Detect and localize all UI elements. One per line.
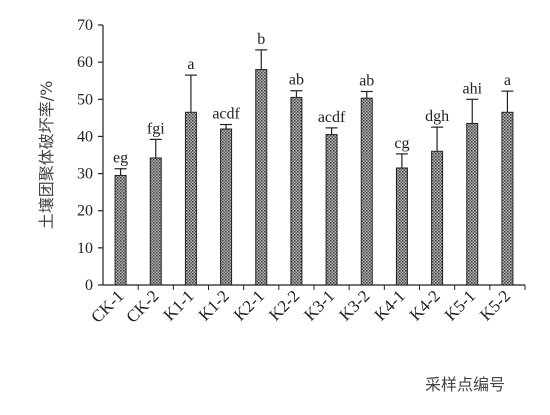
bar (184, 111, 197, 286)
category-label: K3-1 (300, 286, 338, 324)
y-tick-label: 50 (77, 91, 93, 108)
significance-label: a (504, 72, 511, 89)
bar (395, 167, 408, 286)
x-axis-title: 采样点编号 (425, 375, 505, 394)
bar (360, 97, 373, 286)
category-label: K3-2 (335, 286, 373, 324)
category-label: K1-1 (160, 286, 198, 324)
bar (501, 111, 514, 286)
bar (325, 134, 338, 286)
significance-label: dgh (425, 108, 449, 125)
significance-label: ab (359, 72, 374, 89)
category-label: CK-2 (122, 286, 162, 326)
bar (149, 157, 162, 286)
bar (290, 96, 303, 286)
significance-label: ahi (462, 80, 482, 97)
category-label: K4-2 (406, 286, 444, 324)
y-tick-label: 10 (77, 240, 93, 257)
y-tick-label: 70 (77, 17, 93, 34)
category-label: K5-2 (476, 286, 514, 324)
category-label: K2-2 (265, 286, 303, 324)
significance-label: b (257, 31, 265, 48)
significance-label: ab (289, 72, 304, 89)
bar (466, 122, 479, 286)
y-tick-label: 0 (85, 277, 93, 294)
bar (255, 69, 268, 286)
axes (98, 24, 526, 290)
y-tick-label: 40 (77, 128, 93, 145)
y-tick-label: 20 (77, 203, 93, 220)
bar (220, 128, 233, 286)
significance-label: cg (394, 135, 409, 152)
bar (114, 174, 127, 286)
bars (114, 49, 514, 286)
y-axis-title: 土壤团聚体破坏率/% (37, 81, 56, 230)
significance-label: acdf (212, 106, 240, 123)
y-tick-label: 30 (77, 166, 93, 183)
category-label: K4-1 (371, 286, 409, 324)
significance-label: eg (113, 150, 128, 167)
bar (431, 150, 444, 286)
category-label: K1-2 (195, 286, 233, 324)
significance-label: a (187, 56, 194, 73)
significance-label: fgi (147, 120, 165, 137)
y-tick-label: 60 (77, 54, 93, 71)
category-label: CK-1 (87, 286, 127, 326)
significance-label: acdf (318, 109, 346, 126)
category-label: K5-1 (441, 286, 479, 324)
category-label: K2-1 (230, 286, 268, 324)
